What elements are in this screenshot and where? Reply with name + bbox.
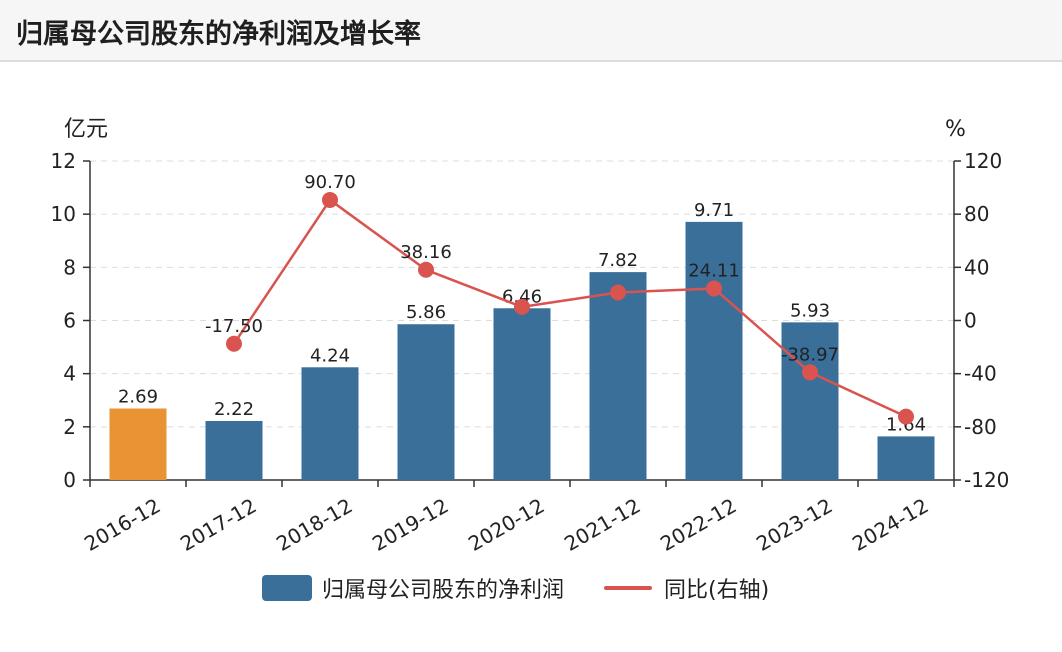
yoy-value-label: 24.11 [688, 260, 740, 281]
bar-value-label: 5.93 [790, 300, 830, 321]
bar-value-label: 9.71 [694, 200, 734, 221]
right-tick-label: -40 [964, 362, 997, 386]
right-tick-label: 0 [964, 309, 977, 333]
bar-value-label: 2.69 [118, 386, 158, 407]
yoy-point [418, 261, 434, 278]
left-axis-unit: 亿元 [64, 117, 108, 142]
yoy-value-label: 90.70 [304, 172, 356, 193]
bar [589, 272, 647, 480]
bar-value-label: 5.86 [406, 302, 446, 323]
chart-title: 归属母公司股东的净利润及增长率 [16, 19, 421, 50]
chart-legend: 归属母公司股东的净利润 同比(右轴) [262, 570, 769, 606]
right-tick-label: -120 [964, 468, 1009, 492]
category-label: 2019-12 [368, 493, 452, 556]
yoy-point [706, 280, 722, 297]
left-tick-label: 4 [63, 362, 76, 386]
bar-value-label: 2.22 [214, 399, 254, 420]
category-label: 2018-12 [272, 493, 356, 556]
right-axis-unit: % [945, 117, 966, 142]
right-tick-label: 80 [964, 202, 989, 226]
category-label: 2021-12 [560, 493, 644, 556]
bar-value-label: 1.64 [886, 414, 926, 435]
category-label: 2017-12 [176, 493, 260, 556]
bar [397, 324, 455, 480]
legend-swatch-bar [262, 575, 312, 601]
bar [685, 221, 743, 480]
category-label: 2024-12 [848, 493, 932, 556]
yoy-point [898, 408, 914, 425]
legend-label-profit: 归属母公司股东的净利润 [322, 578, 565, 603]
bar-value-label: 4.24 [310, 345, 350, 366]
yoy-line [232, 198, 907, 418]
bar [877, 436, 935, 480]
bar [493, 308, 551, 480]
bar [781, 322, 839, 480]
legend-item-yoy[interactable]: 同比(右轴) [604, 572, 769, 604]
legend-swatch-line [604, 586, 653, 590]
yoy-value-label: 38.16 [400, 242, 452, 263]
yoy-point [802, 364, 818, 381]
category-label: 2020-12 [464, 493, 548, 556]
yoy-point [226, 335, 242, 352]
left-tick-label: 12 [51, 149, 76, 173]
left-tick-label: 6 [63, 309, 76, 333]
legend-item-profit[interactable]: 归属母公司股东的净利润 [262, 572, 564, 604]
left-tick-label: 2 [63, 415, 76, 439]
left-tick-label: 8 [63, 255, 76, 279]
bar [109, 408, 167, 480]
yoy-point [514, 298, 530, 315]
yoy-point [322, 191, 338, 208]
left-tick-label: 0 [63, 468, 76, 492]
bar-value-label: 7.82 [598, 250, 638, 271]
left-tick-label: 10 [51, 202, 76, 226]
right-tick-label: -80 [964, 415, 997, 439]
yoy-point [610, 284, 626, 301]
bar [205, 420, 263, 480]
right-tick-label: 120 [964, 149, 1002, 173]
category-label: 2023-12 [752, 493, 836, 556]
yoy-value-label: -17.50 [205, 316, 263, 337]
legend-label-yoy: 同比(右轴) [664, 578, 770, 603]
yoy-value-label: -38.97 [781, 344, 839, 365]
category-label: 2022-12 [656, 493, 740, 556]
category-label: 2016-12 [80, 493, 164, 556]
right-tick-label: 40 [964, 255, 989, 279]
chart-header: 归属母公司股东的净利润及增长率 [0, 0, 1062, 62]
bar [301, 367, 359, 480]
